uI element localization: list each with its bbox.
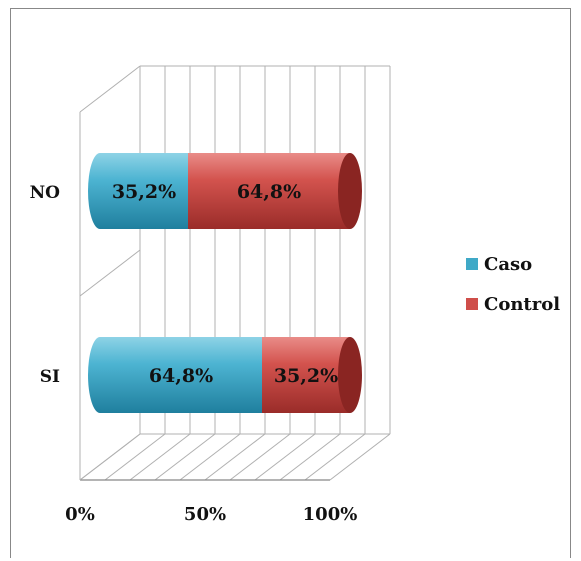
legend-label: Control <box>484 294 560 315</box>
chart-frame <box>10 8 571 558</box>
bar-control-si <box>262 337 350 413</box>
category-label: SI <box>40 367 60 387</box>
gridline-floor <box>279 433 341 481</box>
gridline-floor <box>304 433 366 481</box>
gridline-floor <box>129 433 191 481</box>
data-label: 64,8% <box>149 365 213 387</box>
gridline-floor <box>329 433 391 481</box>
gridline-floor <box>229 433 291 481</box>
category-label: NO <box>30 183 61 203</box>
labels-layer: 0% 50% 100% 35,2% 64,8% NO 64,8% 35,2% SI <box>30 181 358 525</box>
data-label: 64,8% <box>237 181 301 203</box>
bar-cap-right <box>338 337 362 413</box>
data-label: 35,2% <box>112 181 176 203</box>
gridline-side <box>79 65 141 113</box>
gridline-floor <box>254 433 316 481</box>
legend: Caso Control <box>466 254 560 315</box>
bar-caso-si <box>100 337 262 413</box>
x-tick-label: 0% <box>65 504 95 525</box>
gridline-side <box>79 249 141 297</box>
legend-swatch <box>466 298 478 310</box>
gridline-floor <box>204 433 266 481</box>
bar-control-no <box>188 153 350 229</box>
gridline-side <box>79 433 141 481</box>
bar-caso-no <box>100 153 188 229</box>
gridline-floor <box>179 433 241 481</box>
x-tick-label: 50% <box>184 504 226 525</box>
data-label: 35,2% <box>274 365 338 387</box>
x-tick-label: 100% <box>303 504 358 525</box>
gridline-floor <box>154 433 216 481</box>
grid-layer <box>79 65 391 481</box>
legend-label: Caso <box>484 254 532 275</box>
legend-swatch <box>466 258 478 270</box>
bar-cap-right <box>338 153 362 229</box>
bars-layer <box>88 153 362 413</box>
bar-cap-left <box>88 337 112 413</box>
bar-cap-left <box>88 153 112 229</box>
gridline-floor <box>104 433 166 481</box>
